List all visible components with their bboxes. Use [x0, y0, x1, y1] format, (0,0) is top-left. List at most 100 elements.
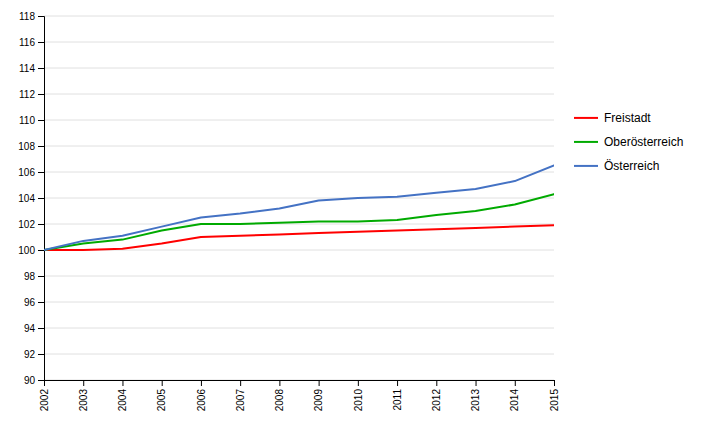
chart: 2002 2003 2004 2005 2006 2007 2008 2009 2010 2011…: [0, 0, 714, 432]
legend-item: Oberösterreich: [574, 135, 683, 149]
y-tick-mark: [38, 354, 44, 355]
y-tick: 100: [18, 245, 44, 256]
grid-line: [44, 94, 554, 95]
y-tick-mark: [38, 94, 44, 95]
y-tick: 98: [24, 271, 44, 282]
y-tick-mark: [38, 68, 44, 69]
grid-line: [44, 198, 554, 199]
x-tick: 2004: [117, 380, 128, 411]
x-tick: 2003: [78, 380, 89, 411]
y-tick-mark: [38, 16, 44, 17]
x-tick-mark: [358, 380, 359, 386]
x-tick-label: 2002: [39, 389, 50, 412]
grid-line: [44, 302, 554, 303]
x-tick-label: 2013: [470, 389, 481, 412]
x-tick-label: 2011: [392, 389, 403, 411]
y-tick-mark: [38, 42, 44, 43]
x-tick-label: 2008: [274, 389, 285, 412]
y-tick-mark: [38, 224, 44, 225]
x-tick-mark: [162, 380, 163, 386]
x-tick-mark: [554, 380, 555, 386]
y-tick: 108: [18, 141, 44, 152]
grid-line: [44, 120, 554, 121]
y-tick-label: 102: [18, 219, 35, 230]
x-tick-label: 2004: [117, 389, 128, 412]
y-tick-mark: [38, 146, 44, 147]
legend-swatch: [574, 117, 598, 119]
x-tick-label: 2006: [196, 389, 207, 412]
y-tick: 92: [24, 349, 44, 360]
x-tick-mark: [397, 380, 398, 386]
grid-line: [44, 276, 554, 277]
grid-line: [44, 146, 554, 147]
x-tick-mark: [436, 380, 437, 386]
y-tick: 104: [18, 193, 44, 204]
grid: [44, 16, 554, 380]
y-tick-mark: [38, 250, 44, 251]
legend-item: Freistadt: [574, 111, 651, 125]
y-tick-mark: [38, 302, 44, 303]
x-axis-line: [45, 381, 555, 387]
y-tick-label: 90: [24, 375, 36, 386]
x-tick-mark: [476, 380, 477, 386]
x-tick-label: 2010: [353, 389, 364, 412]
x-tick-mark: [319, 380, 320, 386]
y-tick-mark: [38, 120, 44, 121]
x-tick: 2012: [431, 380, 442, 411]
y-tick: 116: [19, 37, 44, 48]
y-tick-label: 116: [19, 37, 35, 48]
x-tick: 2010: [353, 380, 364, 411]
y-tick-mark: [38, 198, 44, 199]
y-tick: 96: [24, 297, 44, 308]
y-axis: 90 92 94 96 98 100 102 104 106 108 110 112 114 116 118: [18, 11, 44, 386]
x-tick: 2015: [549, 380, 560, 411]
x-tick-mark: [240, 380, 241, 386]
legend-label: Österreich: [604, 159, 659, 173]
x-tick: 2013: [470, 380, 481, 411]
y-tick-label: 112: [19, 89, 35, 100]
x-tick-label: 2009: [313, 389, 324, 412]
x-tick-label: 2015: [549, 389, 560, 412]
series-line: [44, 225, 554, 250]
y-tick: 94: [24, 323, 44, 334]
y-tick: 112: [19, 89, 44, 100]
x-tick-label: 2003: [78, 389, 89, 412]
y-tick: 90: [24, 375, 44, 386]
y-tick-label: 110: [19, 115, 35, 126]
legend-label: Oberösterreich: [604, 135, 683, 149]
y-axis-line: [38, 17, 45, 381]
y-tick-label: 100: [18, 245, 35, 256]
grid-line: [44, 172, 554, 173]
grid-line: [44, 328, 554, 329]
y-tick-label: 96: [24, 297, 36, 308]
y-tick: 118: [19, 11, 44, 22]
x-tick-mark: [515, 380, 516, 386]
x-tick-mark: [83, 380, 84, 386]
y-tick-mark: [38, 328, 44, 329]
x-tick-label: 2007: [235, 389, 246, 412]
y-tick-label: 98: [24, 271, 36, 282]
grid-line: [44, 354, 554, 355]
y-tick-label: 94: [24, 323, 36, 334]
x-tick-mark: [122, 380, 123, 386]
x-tick-label: 2012: [431, 389, 442, 412]
y-tick-label: 114: [19, 63, 35, 74]
x-axis: 2002 2003 2004 2005 2006 2007 2008 2009 2010 2011…: [39, 380, 560, 411]
x-tick-mark: [279, 380, 280, 386]
legend-item: Österreich: [574, 159, 659, 173]
y-tick: 110: [19, 115, 44, 126]
grid-line: [44, 42, 554, 43]
x-tick: 2014: [509, 380, 520, 411]
y-tick-mark: [38, 172, 44, 173]
x-tick-label: 2014: [509, 389, 520, 412]
y-tick: 102: [18, 219, 44, 230]
series-line: [44, 194, 554, 250]
legend-swatch: [574, 165, 598, 167]
grid-line: [44, 224, 554, 225]
x-tick-label: 2005: [156, 389, 167, 412]
x-tick: 2007: [235, 380, 246, 411]
y-tick-label: 118: [19, 11, 35, 22]
y-tick-label: 106: [18, 167, 35, 178]
y-tick-label: 104: [18, 193, 35, 204]
y-tick-mark: [38, 380, 44, 381]
